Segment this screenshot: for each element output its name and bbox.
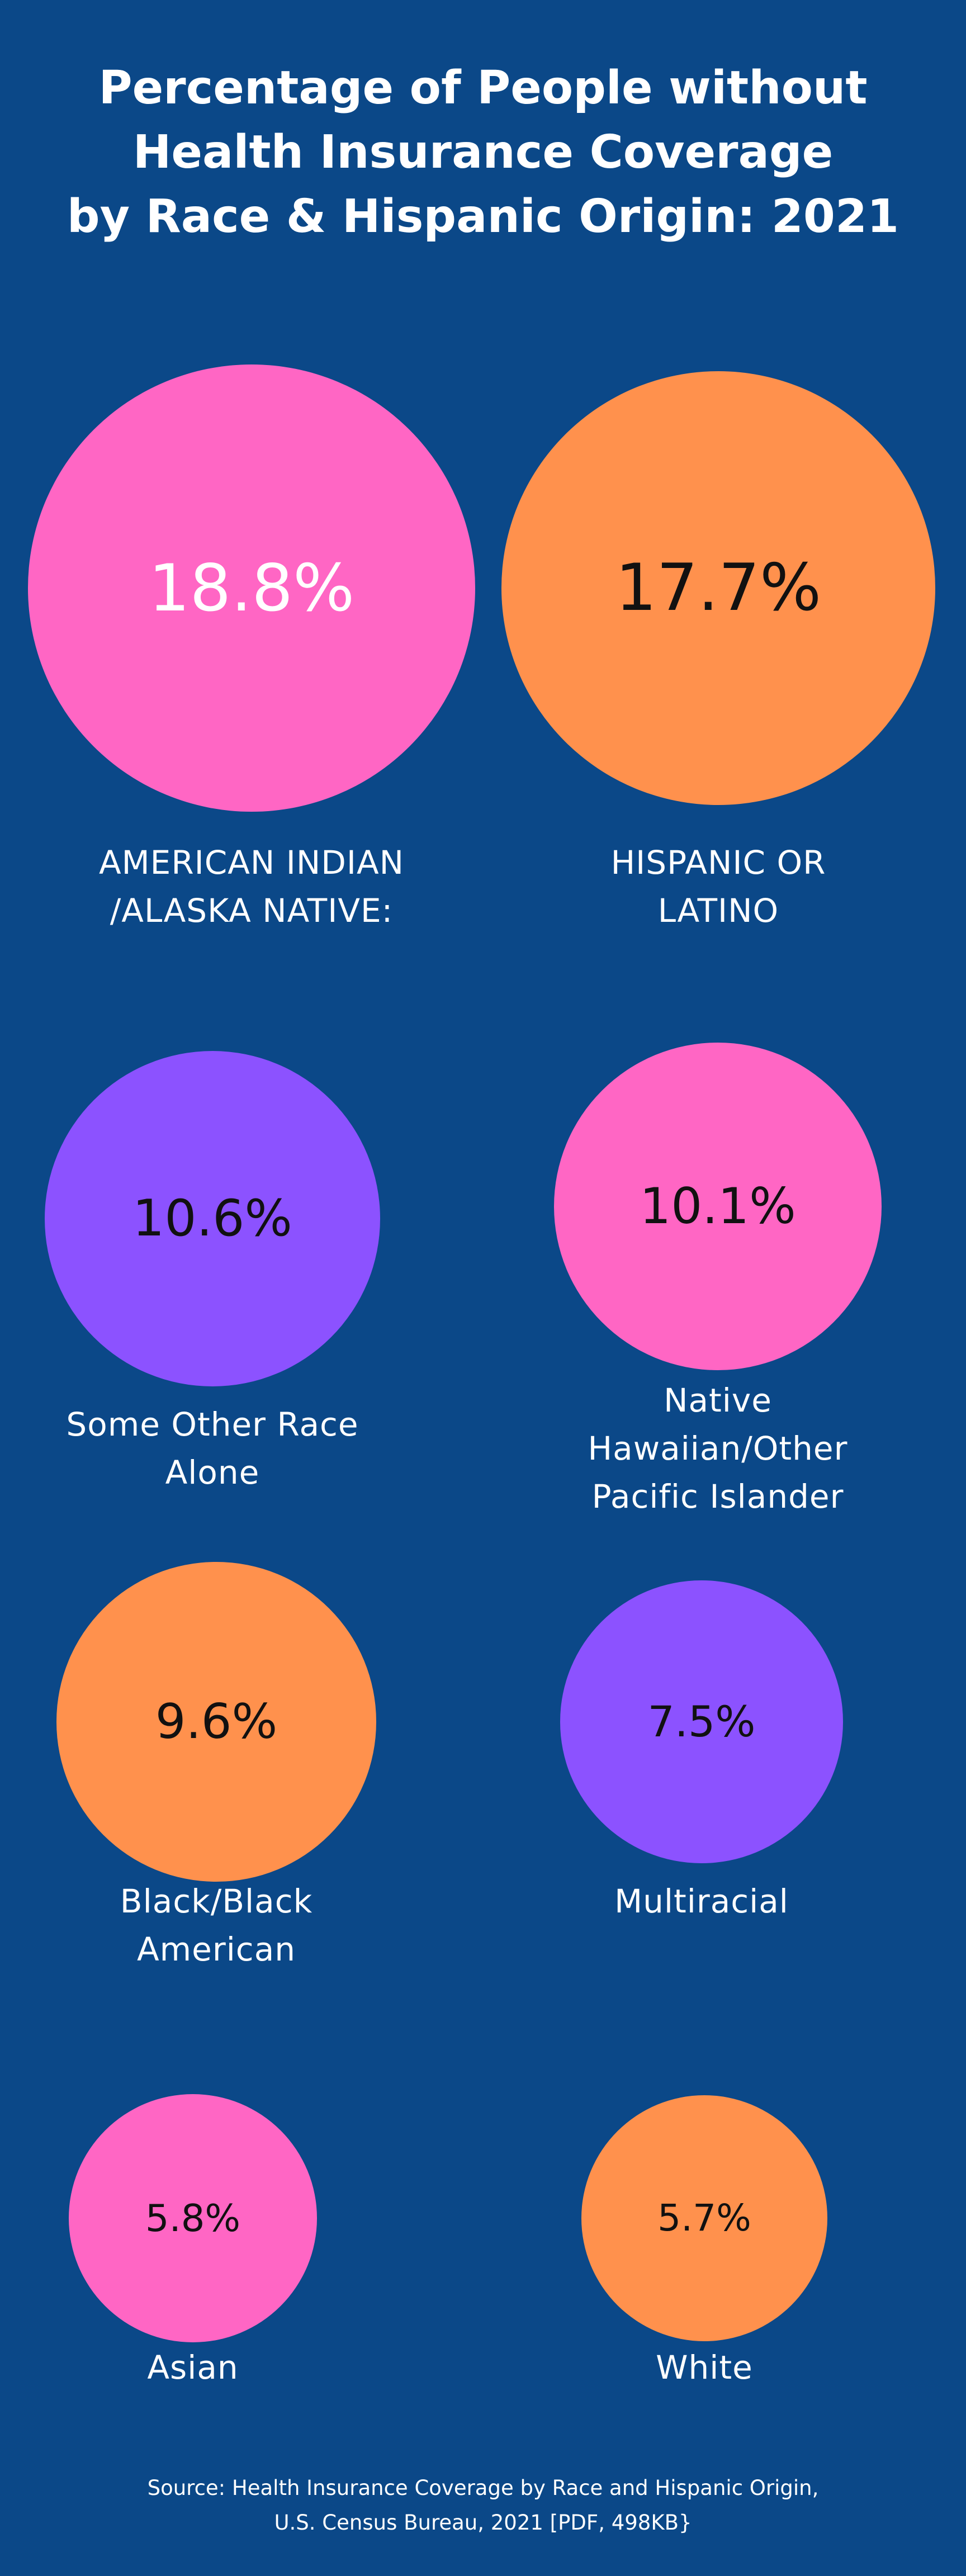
chart-title-line: Health Insurance Coverage: [132, 126, 834, 179]
bubble-value-label: 9.6%: [155, 1693, 278, 1750]
category-label: Multiracial: [461, 1877, 942, 1925]
category-label-line: Pacific Islander: [591, 1478, 844, 1516]
category-label-line: American: [136, 1930, 296, 1968]
bubble-value-label: 5.8%: [145, 2196, 241, 2240]
bubble: 5.8%: [68, 2094, 318, 2343]
bubble: 18.8%: [28, 364, 475, 812]
category-label: AMERICAN INDIAN/ALASKA NATIVE:: [11, 839, 492, 935]
category-label-line: /ALASKA NATIVE:: [110, 892, 394, 930]
category-label-line: Alone: [165, 1453, 260, 1491]
bubble: 10.1%: [553, 1042, 882, 1371]
chart-title-line: by Race & Hispanic Origin: 2021: [67, 190, 899, 243]
bubble: 10.6%: [44, 1050, 381, 1387]
bubble-value-label: 17.7%: [615, 550, 822, 626]
category-label-line: Hawaiian/Other: [588, 1429, 848, 1467]
category-label: Asian: [0, 2343, 433, 2392]
source-line: U.S. Census Bureau, 2021 [PDF, 498KB}: [274, 2511, 692, 2535]
category-label-line: White: [656, 2348, 753, 2386]
category-label: Some Other Race Alone: [0, 1400, 453, 1497]
bubble-value-label: 5.7%: [657, 2196, 751, 2240]
category-label-line: Native: [664, 1381, 772, 1419]
source-line: Source: Health Insurance Coverage by Rac…: [147, 2476, 819, 2500]
category-label: White: [464, 2343, 945, 2392]
bubble-value-label: 10.6%: [132, 1189, 292, 1248]
category-label: Black/Black American: [0, 1877, 457, 1973]
category-label-line: Multiracial: [614, 1882, 789, 1920]
chart-title: Percentage of People without Health Insu…: [0, 56, 966, 249]
chart-title-line: Percentage of People without: [98, 61, 868, 115]
category-label: HISPANIC OR LATINO: [478, 839, 959, 935]
bubble: 5.7%: [581, 2095, 828, 2342]
category-label-line: LATINO: [657, 892, 779, 930]
bubble-value-label: 7.5%: [647, 1697, 756, 1747]
category-label: Native Hawaiian/Other Pacific Islander: [477, 1376, 958, 1521]
bubble: 7.5%: [560, 1580, 843, 1863]
source-note: Source: Health Insurance Coverage by Rac…: [0, 2471, 966, 2540]
category-label-line: AMERICAN INDIAN: [98, 844, 405, 882]
bubble: 17.7%: [501, 371, 936, 806]
bubble-value-label: 18.8%: [148, 550, 355, 626]
category-label-line: Asian: [147, 2348, 239, 2386]
category-label-line: Black/Black: [120, 1882, 313, 1920]
bubble: 9.6%: [56, 1562, 376, 1882]
category-label-line: HISPANIC OR: [610, 844, 826, 882]
category-label-line: Some Other Race: [66, 1405, 359, 1443]
bubble-value-label: 10.1%: [640, 1177, 796, 1235]
